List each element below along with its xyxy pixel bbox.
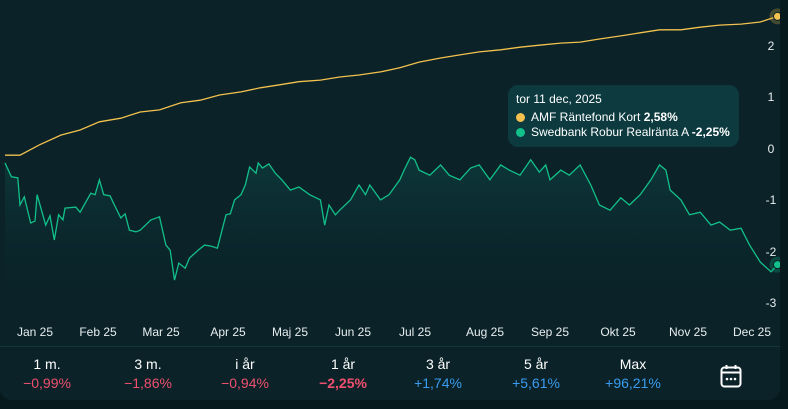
tooltip-fund-name: Swedbank Robur Realränta A — [531, 125, 689, 139]
tooltip-fund-value: 2,58% — [643, 110, 678, 124]
x-tick-label: Apr 25 — [210, 325, 246, 339]
y-tick-label: 1 — [767, 90, 775, 104]
period-value: −0,99% — [23, 375, 71, 391]
tooltip-row: AMF Räntefond Kort 2,58% — [516, 110, 678, 124]
hover-marker — [772, 11, 780, 21]
calendar-icon — [720, 365, 742, 388]
performance-chart[interactable] — [0, 0, 780, 320]
x-tick-label: Mar 25 — [142, 325, 180, 339]
amf-series-line — [5, 15, 778, 156]
period-value: −0,94% — [221, 375, 269, 391]
hover-marker — [772, 260, 780, 270]
tooltip-row: Swedbank Robur Realränta A -2,25% — [516, 125, 730, 139]
period-label: 1 m. — [33, 356, 61, 372]
period-tab-1m[interactable]: 1 m. −0,99% — [0, 356, 95, 391]
period-value: +1,74% — [414, 375, 462, 391]
x-tick-label: Dec 25 — [732, 325, 772, 339]
x-tick-label: Jun 25 — [334, 325, 372, 339]
period-label: 3 m. — [134, 356, 162, 372]
period-tab-max[interactable]: Max +96,21% — [585, 356, 681, 391]
period-value: −2,25% — [319, 375, 367, 391]
y-tick-label: -1 — [765, 193, 777, 207]
x-tick-label: Aug 25 — [465, 325, 505, 339]
y-tick-label: 2 — [767, 39, 775, 53]
swedbank-legend-dot — [516, 127, 525, 137]
chart-card: 2 1 0 -1 -2 -3 Jan 25 Feb 25 Mar 25 Apr … — [0, 0, 780, 393]
x-tick-label: Nov 25 — [668, 325, 708, 339]
calendar-button[interactable] — [720, 364, 742, 393]
amf-legend-dot — [516, 112, 525, 122]
period-tab-1y[interactable]: 1 år −2,25% — [295, 356, 391, 391]
period-tab-3y[interactable]: 3 år +1,74% — [390, 356, 486, 391]
tooltip-date: tor 11 dec, 2025 — [516, 92, 602, 106]
swedbank-series-area — [4, 157, 778, 320]
period-value: +96,21% — [605, 375, 661, 391]
period-label: i år — [235, 356, 255, 372]
y-tick-label: -2 — [765, 245, 777, 259]
x-tick-label: Feb 25 — [79, 325, 117, 339]
period-label: 1 år — [330, 356, 356, 372]
x-tick-label: Okt 25 — [600, 325, 636, 339]
x-tick-label: Jul 25 — [398, 325, 432, 339]
x-tick-label: Jan 25 — [16, 325, 54, 339]
chart-tooltip: tor 11 dec, 2025 AMF Räntefond Kort 2,58… — [508, 85, 739, 147]
period-value: +5,61% — [512, 375, 560, 391]
period-tab-5y[interactable]: 5 år +5,61% — [488, 356, 584, 391]
tooltip-fund-value: -2,25% — [691, 125, 730, 139]
period-label: 3 år — [425, 356, 451, 372]
period-tab-3m[interactable]: 3 m. −1,86% — [100, 356, 196, 391]
period-label: 5 år — [523, 356, 549, 372]
y-tick-label: -3 — [765, 296, 777, 310]
y-tick-label: 0 — [767, 142, 775, 156]
period-tab-ytd[interactable]: i år −0,94% — [197, 356, 293, 391]
x-tick-label: Sep 25 — [530, 325, 570, 339]
x-tick-label: Maj 25 — [271, 325, 309, 339]
period-label: Max — [619, 356, 647, 372]
swedbank-series-line — [4, 156, 778, 281]
tooltip-fund-name: AMF Räntefond Kort — [531, 110, 641, 124]
period-value: −1,86% — [124, 375, 172, 391]
divider — [0, 346, 780, 347]
